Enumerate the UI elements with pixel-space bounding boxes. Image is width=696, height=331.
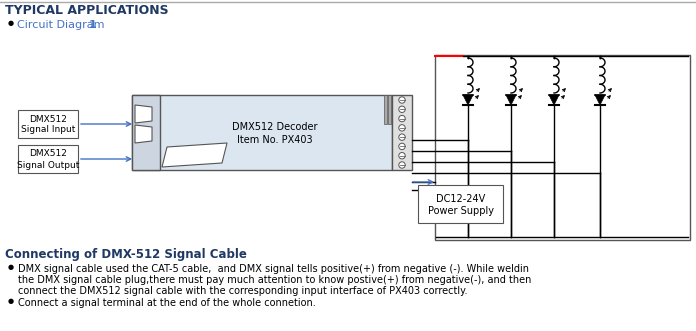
Text: Signal Output: Signal Output xyxy=(17,161,79,169)
Text: DMX512: DMX512 xyxy=(29,115,67,123)
Polygon shape xyxy=(162,143,227,167)
Text: Power Supply: Power Supply xyxy=(427,206,493,216)
Circle shape xyxy=(399,162,405,168)
Bar xyxy=(18,110,78,138)
Circle shape xyxy=(399,97,405,103)
Text: Connect a signal terminal at the end of the whole connetion.: Connect a signal terminal at the end of … xyxy=(18,298,316,308)
Bar xyxy=(392,95,412,170)
Text: TYPICAL APPLICATIONS: TYPICAL APPLICATIONS xyxy=(5,4,168,17)
Bar xyxy=(18,145,78,173)
Text: 1: 1 xyxy=(89,20,97,30)
Bar xyxy=(388,95,391,123)
Text: Circuit Diagram: Circuit Diagram xyxy=(17,20,108,30)
Bar xyxy=(384,95,387,123)
Bar xyxy=(435,55,690,240)
Text: DMX512 Decoder: DMX512 Decoder xyxy=(232,121,318,131)
Polygon shape xyxy=(549,95,559,105)
Bar xyxy=(418,185,503,223)
Bar xyxy=(132,95,160,170)
Bar xyxy=(132,95,392,170)
Text: DC12-24V: DC12-24V xyxy=(436,194,485,204)
Text: ●: ● xyxy=(8,264,14,270)
Circle shape xyxy=(399,134,405,140)
Circle shape xyxy=(399,125,405,131)
Text: ●: ● xyxy=(8,298,14,304)
Text: Connecting of DMX-512 Signal Cable: Connecting of DMX-512 Signal Cable xyxy=(5,248,247,261)
Circle shape xyxy=(399,106,405,113)
Polygon shape xyxy=(506,95,516,105)
Text: ●: ● xyxy=(8,20,14,26)
Text: DMX512: DMX512 xyxy=(29,150,67,159)
Polygon shape xyxy=(463,95,473,105)
Polygon shape xyxy=(595,95,605,105)
Polygon shape xyxy=(135,105,152,123)
Text: the DMX signal cable plug,there must pay much attention to know postive(+) from : the DMX signal cable plug,there must pay… xyxy=(18,275,531,285)
Text: Item No. PX403: Item No. PX403 xyxy=(237,135,313,145)
Circle shape xyxy=(399,116,405,122)
Polygon shape xyxy=(135,125,152,143)
Circle shape xyxy=(399,153,405,159)
Text: Signal Input: Signal Input xyxy=(21,125,75,134)
Text: DMX signal cable used the CAT-5 cable,  and DMX signal tells positive(+) from ne: DMX signal cable used the CAT-5 cable, a… xyxy=(18,264,529,274)
Text: connect the DMX512 signal cable with the corresponding input interface of PX403 : connect the DMX512 signal cable with the… xyxy=(18,286,468,296)
Circle shape xyxy=(399,143,405,150)
